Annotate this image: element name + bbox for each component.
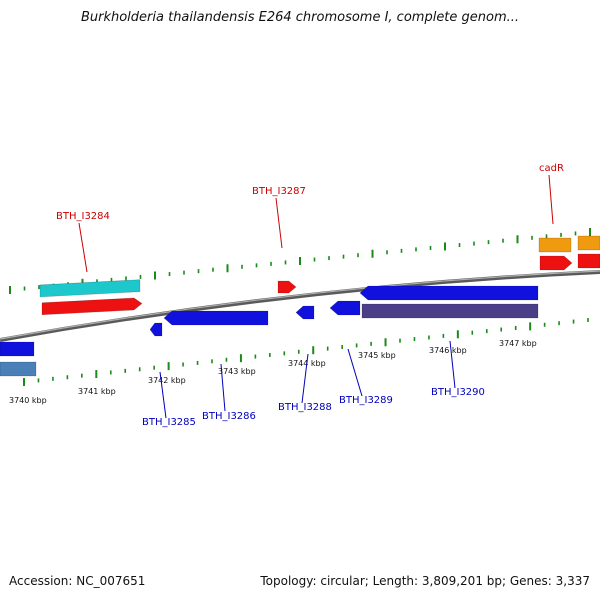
gene-label[interactable]: BTH_I3286 [202,411,256,422]
label-leader-line [78,222,88,273]
accession-text: Accession: NC_007651 [9,574,146,588]
gene-block-steelblue [0,361,37,377]
label-leader-line [449,340,456,389]
gene-block-blue [0,341,35,357]
gene-arrow-blue [149,322,163,337]
gene-label[interactable]: BTH_I3284 [56,211,110,222]
gene-block-red [577,253,600,269]
label-leader-line [159,371,167,419]
gene-arrow-red [539,255,573,271]
gene-block-cyan [39,279,141,298]
gene-block-orange [577,235,600,251]
gene-arrow-blue [295,305,315,320]
label-leader-line [548,174,554,225]
gene-label[interactable]: BTH_I3289 [339,395,393,406]
scale-label: 3740 kbp [9,396,47,405]
scale-label: 3743 kbp [218,367,256,376]
label-leader-line [301,353,309,404]
gene-label[interactable]: BTH_I3287 [252,186,306,197]
scale-label: 3747 kbp [499,339,537,348]
label-leader-line [275,197,283,249]
gene-arrow-red [41,297,143,316]
gene-arrow-red [277,280,297,294]
scale-label: 3742 kbp [148,376,186,385]
scale-label: 3745 kbp [358,351,396,360]
label-leader-line [220,363,226,412]
gene-block-orange [538,237,572,253]
label-leader-line [347,348,363,397]
topology-text: Topology: circular; Length: 3,809,201 bp… [260,574,590,588]
gene-features [0,235,600,377]
map-title: Burkholderia thailandensis E264 chromoso… [80,10,520,25]
gene-label[interactable]: BTH_I3288 [278,402,332,413]
gene-label[interactable]: cadR [539,163,564,174]
scale-label: 3746 kbp [429,346,467,355]
backbone-highlight [0,270,600,340]
gene-arrow-blue [359,285,539,301]
gene-arrow-blue [329,300,361,316]
lower-tick-track [23,318,589,386]
gene-label[interactable]: BTH_I3290 [431,387,485,398]
scale-label: 3741 kbp [78,387,116,396]
gene-arrow-blue [163,310,269,326]
gene-labels: BTH_I3284 BTH_I3287 cadR BTH_I3285 BTH_I3286… [56,163,564,428]
backbone-line [0,270,600,342]
gene-block-purple [361,303,539,319]
gene-label[interactable]: BTH_I3285 [142,417,196,428]
chromosome-backbone [0,270,600,342]
